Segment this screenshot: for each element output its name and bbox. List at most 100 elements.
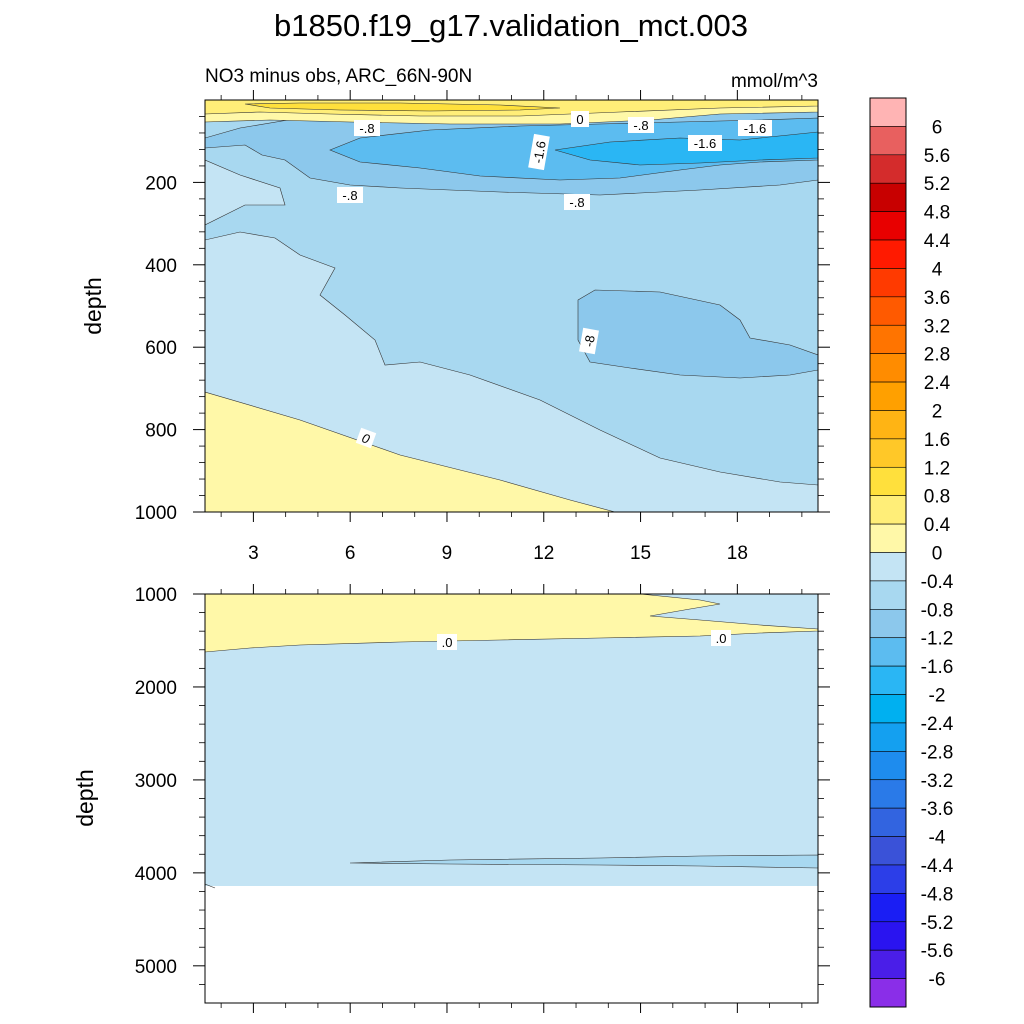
colorbar-swatch [869, 239, 907, 269]
colorbar-swatch [869, 381, 907, 411]
colorbar-swatch [869, 864, 907, 894]
colorbar-swatch [869, 211, 907, 241]
colorbar-label: -5.2 [921, 913, 954, 934]
lower-panel: .0 .0 1000 2000 3000 4000 5000 depth [72, 584, 830, 1013]
colorbar-swatch [869, 466, 907, 496]
lower-ylabel: depth [72, 769, 98, 827]
y-tick-label: 400 [145, 256, 177, 277]
y-tick-label: 1000 [135, 503, 177, 524]
colorbar-swatch [869, 637, 907, 667]
y-tick-label: 1000 [135, 585, 177, 606]
y-tick-label: 600 [145, 338, 177, 359]
colorbar-label: -1.6 [921, 657, 954, 678]
region-neg2 [554, 131, 818, 166]
svg-text:-.8: -.8 [359, 121, 374, 136]
region-pos04-lower [205, 594, 818, 653]
colorbar-swatch [869, 97, 907, 127]
colorbar-label: 5.2 [924, 174, 950, 195]
colorbar-label: -5.6 [921, 941, 954, 962]
colorbar-label: 3.2 [924, 316, 950, 337]
contour-label: -1.6 [528, 133, 550, 171]
y-tick-label: 800 [145, 421, 177, 442]
colorbar-label: 4.8 [924, 203, 950, 224]
colorbar-swatch [869, 126, 907, 156]
y-tick-label: 4000 [135, 864, 177, 885]
colorbar-swatch [869, 893, 907, 923]
svg-text:0: 0 [576, 112, 583, 127]
contour-label: -.8 [564, 194, 590, 210]
colorbar-label: -4 [929, 828, 946, 849]
region-pos04-deep [205, 391, 616, 512]
colorbar-swatch [869, 182, 907, 212]
colorbar-swatch [869, 552, 907, 582]
colorbar-swatch [869, 324, 907, 354]
colorbar: 6 5.6 5.2 4.8 4.4 4 3.6 3.2 2.8 2.4 2 1.6 1.2 0.8 0.4 0… [869, 97, 954, 1008]
x-tick-label: 12 [533, 543, 554, 564]
region-neg04-lower-tongue [639, 594, 818, 630]
y-tick-label: 2000 [135, 678, 177, 699]
colorbar-label: 0.8 [924, 487, 950, 508]
colorbar-label: -1.2 [921, 629, 954, 650]
contour-label: -.8 [354, 120, 380, 136]
contour-label: .0 [437, 634, 457, 650]
colorbar-swatch [869, 807, 907, 837]
subtitle-right: mmol/m^3 [731, 71, 818, 92]
upper-contour-labels: -.8 0 -.8 -1.6 -1.6 -1.6 -.8 -.8 -8 0 [337, 111, 772, 449]
bottom-boundary [205, 883, 216, 889]
colorbar-swatch [869, 694, 907, 724]
colorbar-swatch [869, 779, 907, 809]
upper-axes: 3 6 9 12 15 18 200 400 600 800 1000 [135, 90, 830, 564]
colorbar-label: 3.6 [924, 288, 950, 309]
contour-label: 0 [355, 427, 377, 449]
x-tick-label: 6 [345, 543, 356, 564]
contour-label: -.8 [628, 117, 654, 133]
colorbar-swatch [869, 523, 907, 553]
colorbar-label: -2.4 [921, 714, 954, 735]
colorbar-label: 4.4 [924, 231, 951, 252]
colorbar-label: -3.2 [921, 771, 954, 792]
svg-text:-8: -8 [581, 334, 598, 348]
colorbar-label: 4 [932, 259, 943, 280]
contour-label: -1.6 [688, 135, 722, 151]
svg-text:-1.6: -1.6 [694, 136, 716, 151]
colorbar-label: 1.6 [924, 430, 950, 451]
contour-label: -.8 [337, 187, 363, 203]
svg-text:-.8: -.8 [633, 118, 648, 133]
svg-text:-.8: -.8 [342, 188, 357, 203]
region-neg08-lower [349, 854, 818, 869]
colorbar-label: -0.8 [921, 600, 954, 621]
region-neg12-deep [577, 289, 818, 379]
x-tick-label: 15 [630, 543, 651, 564]
contour-label: 0 [571, 111, 589, 127]
colorbar-label: -6 [929, 970, 946, 991]
colorbar-label: -2 [929, 686, 946, 707]
upper-panel: -.8 0 -.8 -1.6 -1.6 -1.6 -.8 -.8 -8 0 3 6… [80, 90, 830, 564]
contour-label: .0 [711, 630, 731, 646]
colorbar-label: -3.6 [921, 799, 954, 820]
colorbar-swatch [869, 921, 907, 951]
svg-text:-.8: -.8 [569, 195, 584, 210]
colorbar-label: 5.6 [924, 146, 950, 167]
colorbar-swatch [869, 154, 907, 184]
contour-label: -8 [579, 327, 599, 355]
colorbar-label: 2 [932, 401, 943, 422]
colorbar-swatch [869, 978, 907, 1008]
colorbar-label: 2.8 [924, 345, 950, 366]
svg-text:-1.6: -1.6 [744, 121, 766, 136]
colorbar-swatch [869, 580, 907, 610]
y-tick-label: 200 [145, 173, 177, 194]
lower-axes: 1000 2000 3000 4000 5000 [135, 584, 830, 1013]
colorbar-swatch [869, 296, 907, 326]
colorbar-label: 6 [932, 117, 943, 138]
subtitle-left: NO3 minus obs, ARC_66N-90N [205, 66, 472, 87]
colorbar-swatch [869, 836, 907, 866]
colorbar-swatch [869, 353, 907, 383]
x-tick-label: 9 [442, 543, 453, 564]
chart-title: b1850.f19_g17.validation_mct.003 [274, 8, 748, 43]
colorbar-label: 2.4 [924, 373, 951, 394]
x-tick-label: 18 [727, 543, 748, 564]
svg-text:-1.6: -1.6 [530, 140, 549, 165]
colorbar-swatch [869, 665, 907, 695]
colorbar-swatch [869, 722, 907, 752]
